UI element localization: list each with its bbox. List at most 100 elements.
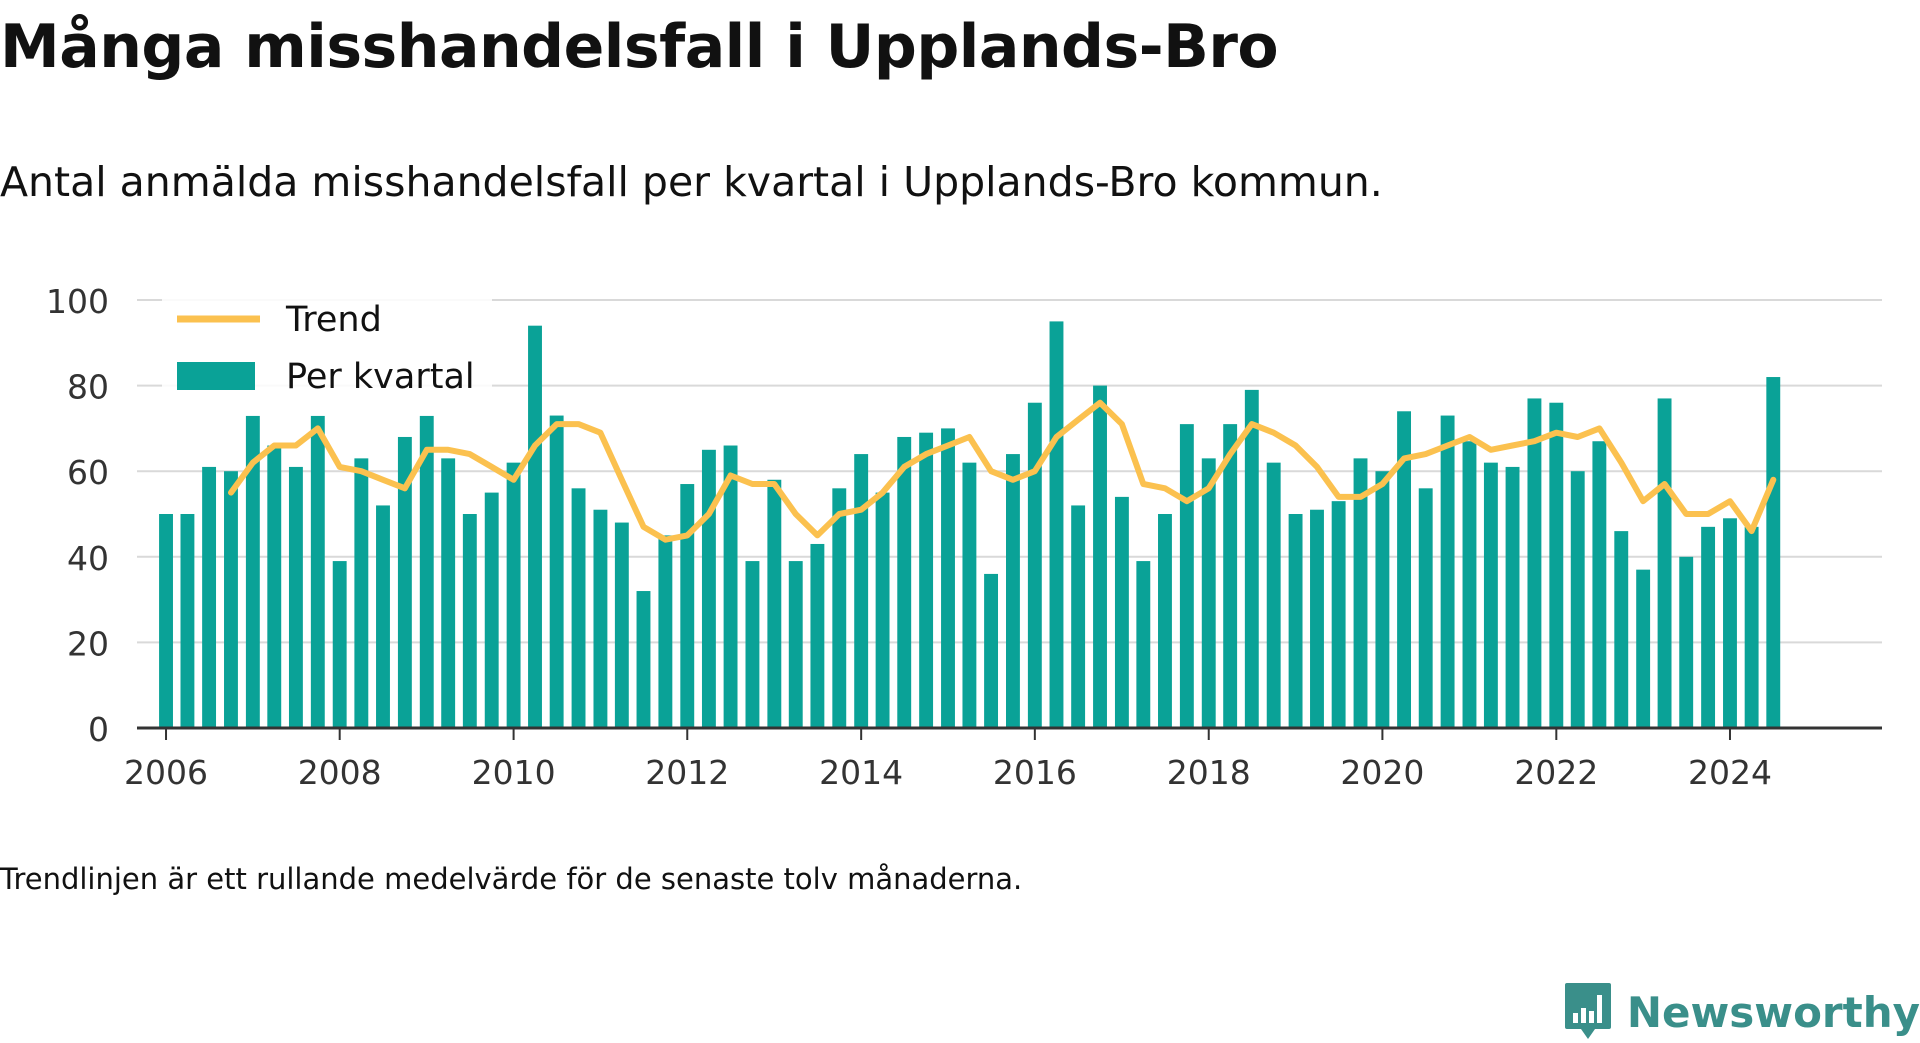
bar[interactable] (267, 445, 282, 728)
bar[interactable] (1592, 441, 1607, 728)
y-tick-label: 80 (67, 368, 109, 407)
x-tick-label: 2016 (993, 753, 1077, 792)
bar[interactable] (1766, 377, 1781, 728)
bar[interactable] (636, 591, 651, 728)
bar[interactable] (897, 436, 912, 728)
legend-label-trend: Trend (285, 300, 382, 340)
bar[interactable] (1114, 496, 1129, 728)
bar[interactable] (1288, 514, 1303, 728)
bar[interactable] (180, 514, 195, 728)
bar[interactable] (1505, 466, 1520, 728)
legend[interactable]: Trend Per kvartal (162, 296, 492, 416)
bar[interactable] (484, 492, 499, 728)
bar[interactable] (354, 458, 369, 728)
bar[interactable] (1462, 441, 1477, 728)
bar[interactable] (506, 462, 521, 728)
x-tick-label: 2024 (1688, 753, 1772, 792)
bar[interactable] (288, 466, 303, 728)
bar[interactable] (1636, 569, 1651, 728)
bar[interactable] (984, 573, 999, 728)
bar[interactable] (1549, 402, 1564, 728)
bar[interactable] (419, 415, 434, 728)
bar[interactable] (810, 543, 825, 728)
axes: 0 20 40 60 80 100 2006 2008 2010 2012 2014 2016 2018… (46, 282, 1882, 792)
bar[interactable] (1679, 556, 1694, 728)
bar[interactable] (1310, 509, 1324, 728)
bar[interactable] (1179, 424, 1194, 728)
bar[interactable] (1375, 471, 1390, 728)
brand-logo[interactable]: Newsworthy (1563, 982, 1920, 1042)
bar[interactable] (1136, 561, 1151, 728)
bar[interactable] (1266, 462, 1281, 728)
bar[interactable] (1440, 415, 1455, 728)
bar[interactable] (745, 561, 760, 728)
bar[interactable] (1570, 471, 1585, 728)
bar[interactable] (159, 514, 173, 728)
bar[interactable] (528, 325, 542, 728)
bar[interactable] (1657, 398, 1672, 728)
bar[interactable] (1158, 514, 1172, 728)
bar[interactable] (1071, 505, 1086, 728)
footnote: Trendlinjen är ett rullande medelvärde f… (0, 862, 1023, 896)
bar[interactable] (310, 415, 325, 728)
legend-swatch-per-kvartal (177, 362, 255, 390)
bar[interactable] (832, 488, 847, 728)
trend-series (228, 399, 1777, 543)
bar[interactable] (1006, 454, 1020, 728)
bar[interactable] (854, 454, 869, 728)
legend-item-trend[interactable]: Trend (177, 300, 382, 340)
bar[interactable] (1744, 526, 1759, 728)
x-tick-label: 2006 (124, 753, 208, 792)
y-tick-label: 20 (67, 624, 109, 663)
chart: 0 20 40 60 80 100 2006 2008 2010 2012 2014 2016 2018… (46, 282, 1882, 792)
bar[interactable] (549, 415, 564, 728)
bar[interactable] (332, 561, 347, 728)
x-tick-label: 2012 (645, 753, 729, 792)
bar[interactable] (1093, 385, 1107, 728)
y-tick-label: 100 (46, 282, 109, 321)
bar-series (159, 321, 1781, 728)
bar[interactable] (614, 522, 629, 728)
x-tick-label: 2018 (1167, 753, 1251, 792)
chart-subtitle: Antal anmälda misshandelsfall per kvarta… (0, 158, 1383, 206)
trend-line[interactable] (228, 399, 1777, 543)
bar[interactable] (224, 471, 238, 728)
bar[interactable] (767, 479, 782, 728)
bar[interactable] (1701, 526, 1716, 728)
bar[interactable] (658, 535, 673, 728)
legend-label-per-kvartal: Per kvartal (286, 357, 475, 397)
bar[interactable] (962, 462, 977, 728)
bar[interactable] (462, 514, 477, 728)
bar[interactable] (1223, 424, 1238, 728)
bar[interactable] (593, 509, 608, 728)
bar[interactable] (1201, 458, 1216, 728)
bar[interactable] (1331, 501, 1346, 728)
bar[interactable] (441, 458, 456, 728)
x-tick-label: 2022 (1514, 753, 1598, 792)
legend-item-per-kvartal[interactable]: Per kvartal (177, 357, 475, 397)
bar[interactable] (1244, 389, 1259, 728)
bar[interactable] (680, 484, 695, 728)
bar[interactable] (701, 449, 716, 728)
bar[interactable] (1353, 458, 1368, 728)
bar[interactable] (202, 466, 217, 728)
bar[interactable] (1527, 398, 1542, 728)
bar[interactable] (1723, 518, 1737, 728)
bar[interactable] (1614, 531, 1629, 728)
bar[interactable] (571, 488, 586, 728)
bar[interactable] (919, 432, 934, 728)
bar[interactable] (397, 436, 412, 728)
y-tick-label: 60 (67, 453, 109, 492)
bar[interactable] (1027, 402, 1042, 728)
bar[interactable] (941, 428, 955, 728)
bar[interactable] (1483, 462, 1498, 728)
bar[interactable] (1049, 321, 1064, 728)
chart-title: Många misshandelsfall i Upplands-Bro (0, 12, 1279, 82)
bar[interactable] (723, 445, 738, 728)
bar[interactable] (376, 505, 390, 728)
bar[interactable] (1397, 411, 1412, 728)
bar[interactable] (1418, 488, 1433, 728)
bar[interactable] (245, 415, 260, 728)
bar[interactable] (875, 492, 890, 728)
bar[interactable] (788, 561, 803, 728)
